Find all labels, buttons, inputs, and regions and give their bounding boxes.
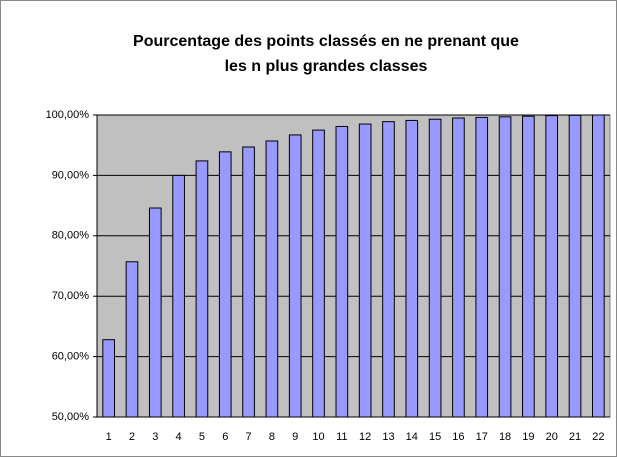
bar <box>522 115 535 418</box>
x-tick-label: 8 <box>269 431 275 443</box>
x-tick-label: 9 <box>292 431 298 443</box>
bar <box>428 118 442 418</box>
bar <box>218 151 232 418</box>
x-tick-label: 20 <box>546 431 558 443</box>
x-tick-label: 10 <box>312 431 324 443</box>
bar <box>125 261 139 418</box>
bar <box>335 125 349 418</box>
bar <box>195 160 209 418</box>
bar <box>405 119 419 418</box>
x-tick-label: 6 <box>222 431 228 443</box>
x-tick-label: 4 <box>176 431 182 443</box>
y-tick-label: 100,00% <box>46 109 90 121</box>
chart-title: Pourcentage des points classés en ne pre… <box>133 33 519 50</box>
chart-title: les n plus grandes classes <box>225 58 428 75</box>
x-tick-label: 7 <box>246 431 252 443</box>
x-tick-label: 3 <box>152 431 158 443</box>
y-tick-label: 90,00% <box>52 169 90 181</box>
bar <box>382 121 395 418</box>
bar <box>265 140 279 418</box>
x-tick-label: 13 <box>382 431 394 443</box>
bar <box>358 123 372 418</box>
x-tick-label: 11 <box>336 431 347 443</box>
x-tick-label: 19 <box>522 431 534 443</box>
bar <box>312 129 325 418</box>
x-tick-label: 14 <box>406 431 418 443</box>
bar <box>592 114 605 418</box>
bar <box>568 114 582 418</box>
bar <box>498 116 512 418</box>
bar <box>242 146 255 418</box>
x-tick-label: 16 <box>452 431 464 443</box>
x-tick-label: 5 <box>199 431 205 443</box>
bar <box>545 115 559 418</box>
x-tick-label: 22 <box>592 431 604 443</box>
y-tick-label: 60,00% <box>52 351 90 363</box>
bar <box>172 174 185 418</box>
y-tick-label: 80,00% <box>52 230 90 242</box>
bar <box>288 134 302 418</box>
bar <box>452 117 465 418</box>
bar <box>102 339 115 418</box>
y-tick-label: 70,00% <box>52 290 90 302</box>
bar <box>475 116 489 418</box>
x-tick-label: 21 <box>569 431 581 443</box>
x-tick-label: 1 <box>106 431 112 443</box>
x-tick-label: 12 <box>359 431 371 443</box>
bar <box>148 207 162 418</box>
y-tick-label: 50,00% <box>52 411 90 423</box>
x-tick-label: 18 <box>499 431 511 443</box>
x-tick-label: 2 <box>129 431 135 443</box>
x-tick-label: 15 <box>429 431 441 443</box>
x-tick-label: 17 <box>476 431 488 443</box>
